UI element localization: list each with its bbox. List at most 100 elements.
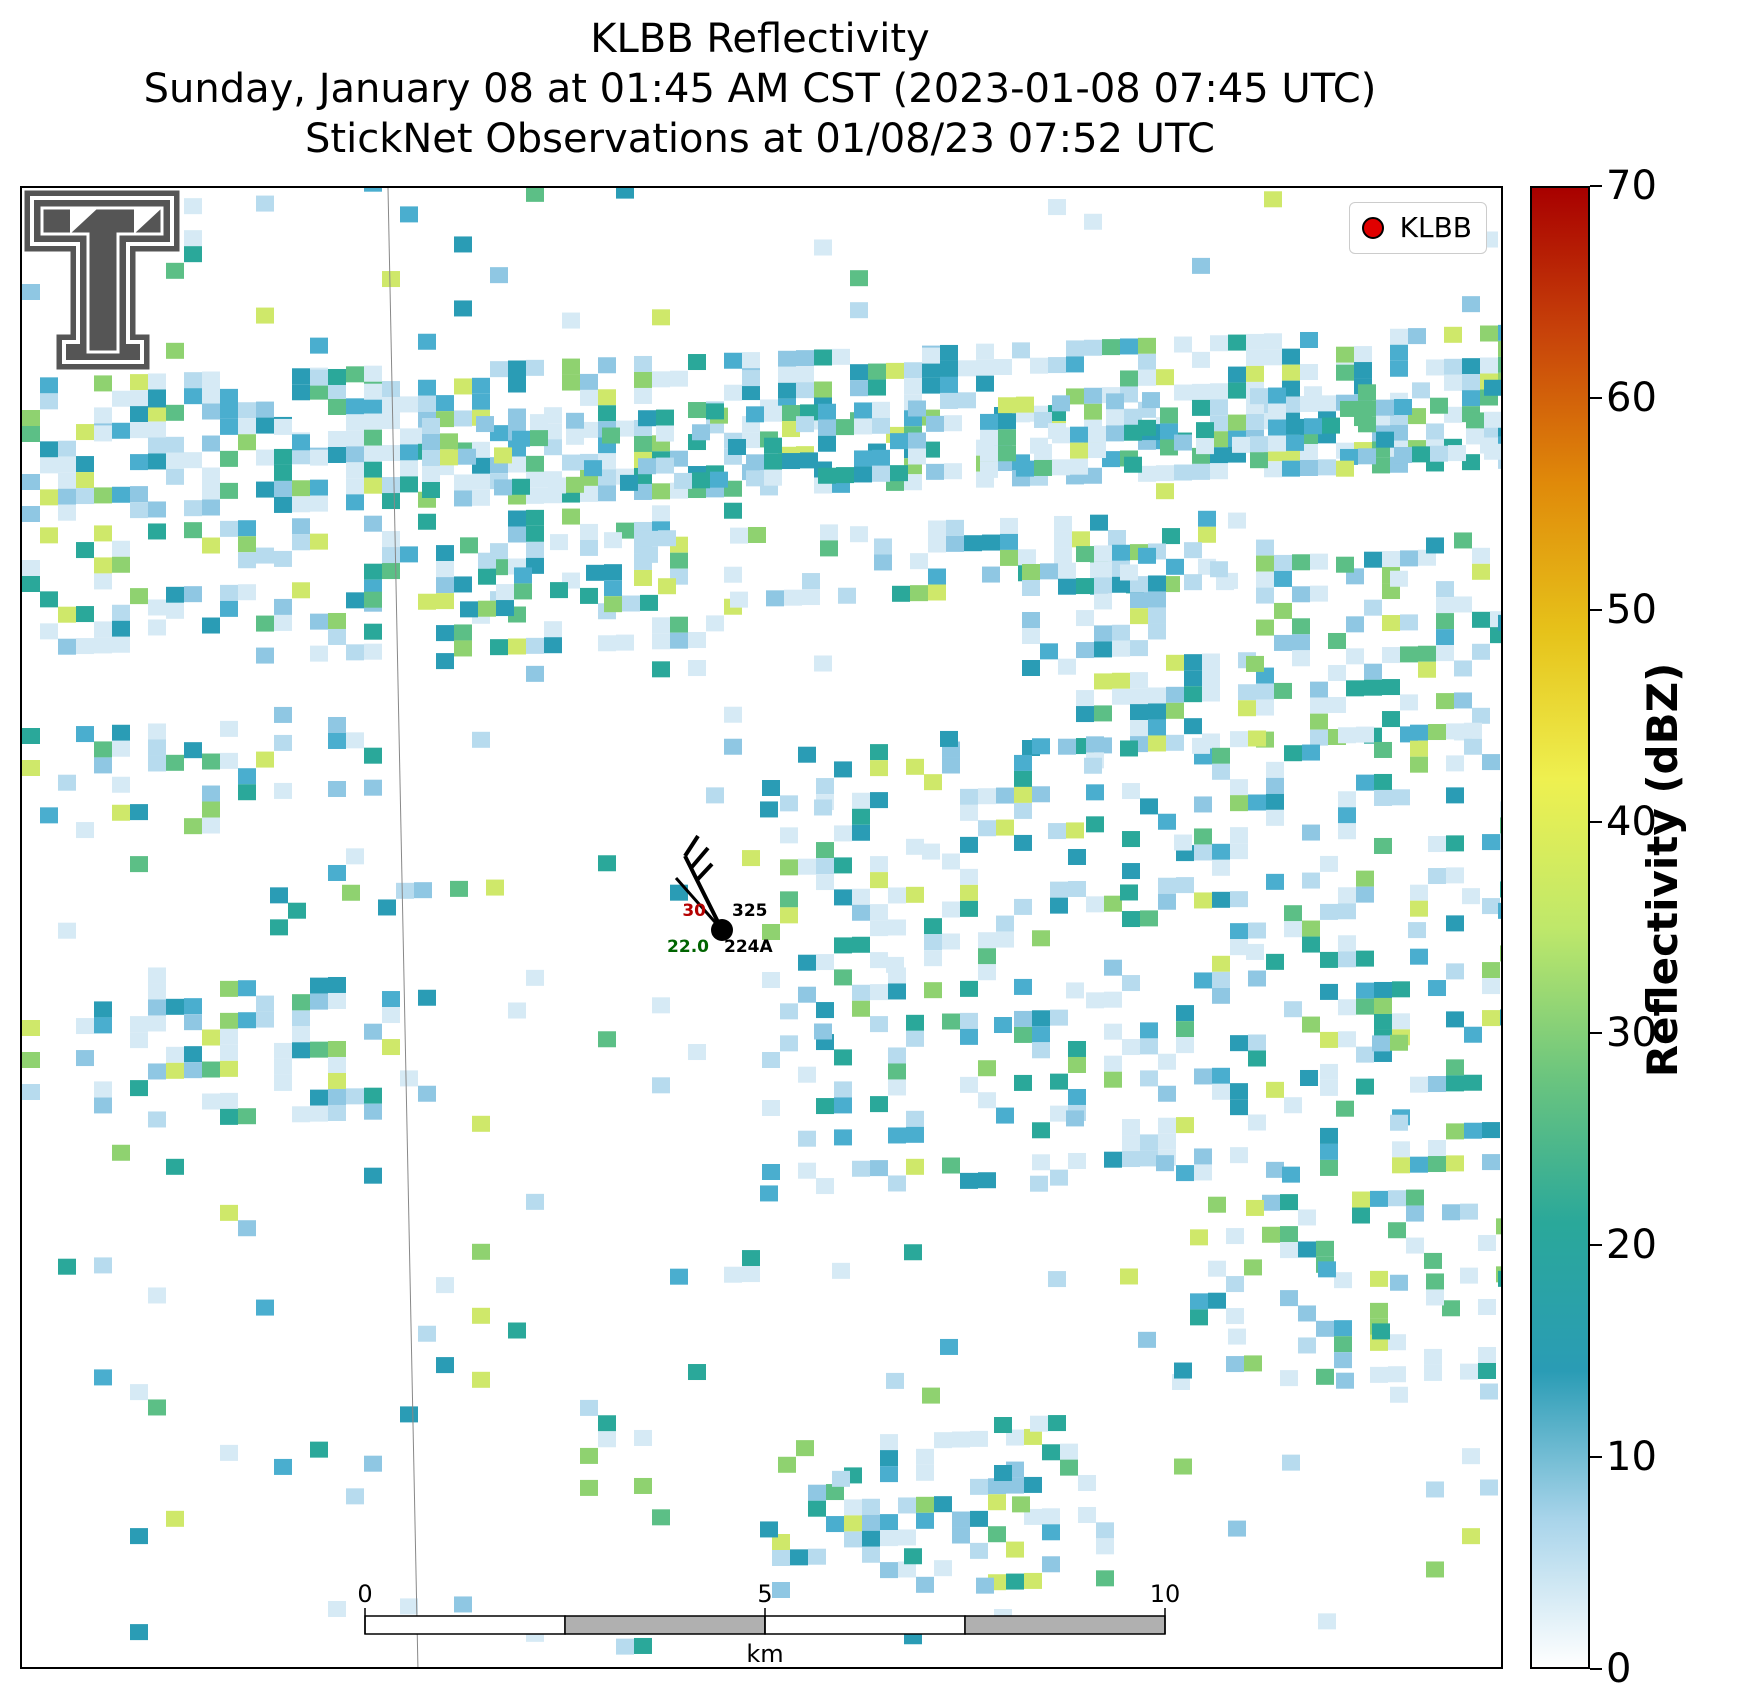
reflectivity-cell — [1282, 1454, 1300, 1471]
reflectivity-cell — [880, 1514, 898, 1531]
reflectivity-cell — [906, 1030, 924, 1047]
reflectivity-cell — [292, 448, 310, 465]
scale-unit: km — [746, 1640, 783, 1668]
reflectivity-cell — [1256, 699, 1274, 716]
reflectivity-cell — [598, 357, 616, 374]
reflectivity-cell — [382, 547, 400, 564]
reflectivity-cell — [382, 445, 400, 462]
reflectivity-cell — [184, 1046, 202, 1063]
reflectivity-cell — [130, 406, 148, 423]
reflectivity-cell — [1106, 409, 1124, 426]
reflectivity-cell — [730, 591, 748, 608]
reflectivity-cell — [780, 1035, 798, 1052]
reflectivity-cell — [952, 1527, 970, 1544]
reflectivity-cell — [1210, 399, 1228, 416]
reflectivity-cell — [1210, 447, 1228, 464]
colorbar-tick-mark — [1590, 820, 1602, 823]
reflectivity-cell — [1050, 897, 1068, 914]
reflectivity-cell — [450, 880, 468, 897]
reflectivity-cell — [1066, 822, 1084, 839]
reflectivity-cell — [818, 435, 836, 452]
reflectivity-cell — [988, 1494, 1006, 1511]
reflectivity-cell — [1066, 340, 1084, 357]
reflectivity-cell — [1274, 634, 1292, 651]
reflectivity-cell — [996, 915, 1014, 932]
reflectivity-cell — [1194, 1164, 1212, 1181]
reflectivity-cell — [634, 1637, 652, 1654]
reflectivity-cell — [782, 405, 800, 422]
reflectivity-cell — [1228, 366, 1246, 383]
reflectivity-cell — [184, 500, 202, 517]
reflectivity-cell — [22, 576, 40, 592]
reflectivity-cell — [1464, 738, 1482, 755]
reflectivity-cell — [76, 488, 94, 505]
reflectivity-cell — [202, 483, 220, 500]
reflectivity-cell — [814, 799, 832, 816]
reflectivity-cell — [526, 665, 544, 682]
reflectivity-cell — [364, 779, 382, 796]
reflectivity-cell — [508, 1322, 526, 1339]
reflectivity-cell — [364, 591, 382, 608]
reflectivity-cell — [454, 576, 472, 593]
reflectivity-cell — [1472, 643, 1490, 660]
scale-tick-5: 5 — [757, 1580, 772, 1608]
reflectivity-cell — [472, 1243, 490, 1260]
reflectivity-cell — [1086, 736, 1104, 753]
texas-tech-double-t-logo — [24, 190, 180, 370]
reflectivity-cell — [870, 744, 888, 761]
reflectivity-cell — [1388, 1190, 1406, 1207]
reflectivity-cell — [1358, 384, 1376, 401]
reflectivity-cell — [872, 465, 890, 482]
reflectivity-cell — [184, 818, 202, 835]
sticknet-station-224a[interactable]: 30 325 22.0 224A — [667, 834, 773, 957]
reflectivity-cell — [1338, 727, 1356, 744]
reflectivity-cell — [658, 530, 676, 547]
reflectivity-cell — [1280, 1290, 1298, 1307]
reflectivity-cell — [688, 660, 706, 677]
reflectivity-cell — [1454, 692, 1472, 709]
reflectivity-cell — [784, 589, 802, 606]
reflectivity-cell — [868, 379, 886, 396]
reflectivity-cell — [1112, 576, 1130, 593]
reflectivity-cell — [604, 580, 622, 597]
reflectivity-cell — [1070, 442, 1088, 459]
radar-map[interactable]: 30 325 22.0 224A 0 5 10 km KLBB — [20, 186, 1503, 1669]
reflectivity-cell — [1122, 1119, 1140, 1136]
reflectivity-cell — [364, 515, 382, 532]
reflectivity-cell — [328, 864, 346, 881]
reflectivity-cell — [418, 395, 436, 412]
reflectivity-cell — [526, 1193, 544, 1210]
reflectivity-cell — [816, 954, 834, 971]
reflectivity-cell — [888, 1047, 906, 1064]
reflectivity-cell — [818, 403, 836, 420]
reflectivity-cell — [586, 564, 604, 581]
reflectivity-cell — [1444, 358, 1462, 375]
reflectivity-cell — [1498, 420, 1501, 437]
reflectivity-cell — [220, 482, 238, 499]
reflectivity-cell — [800, 452, 818, 469]
reflectivity-cell — [364, 413, 382, 430]
reflectivity-cell — [1230, 795, 1248, 812]
reflectivity-cell — [292, 496, 310, 513]
reflectivity-cell — [730, 527, 748, 544]
reflectivity-cell — [1388, 1366, 1406, 1383]
reflectivity-cell — [1228, 334, 1246, 351]
reflectivity-cell — [952, 1511, 970, 1528]
reflectivity-cell — [862, 1530, 880, 1547]
reflectivity-cell — [1374, 997, 1392, 1014]
reflectivity-cell — [1248, 794, 1266, 811]
reflectivity-cell — [1356, 774, 1374, 791]
reflectivity-cell — [508, 526, 526, 543]
reflectivity-cell — [888, 983, 906, 1000]
scale-tick-0: 0 — [357, 1580, 372, 1608]
reflectivity-cell — [1122, 1151, 1140, 1168]
reflectivity-cell — [1158, 1133, 1176, 1150]
reflectivity-cell — [1346, 680, 1364, 697]
reflectivity-cell — [1466, 412, 1484, 429]
reflectivity-cell — [508, 638, 526, 655]
reflectivity-cell — [826, 1484, 844, 1501]
reflectivity-cell — [400, 1070, 418, 1087]
reflectivity-cell — [1246, 349, 1264, 366]
reflectivity-cell — [688, 354, 706, 371]
reflectivity-cell — [1230, 1035, 1248, 1052]
